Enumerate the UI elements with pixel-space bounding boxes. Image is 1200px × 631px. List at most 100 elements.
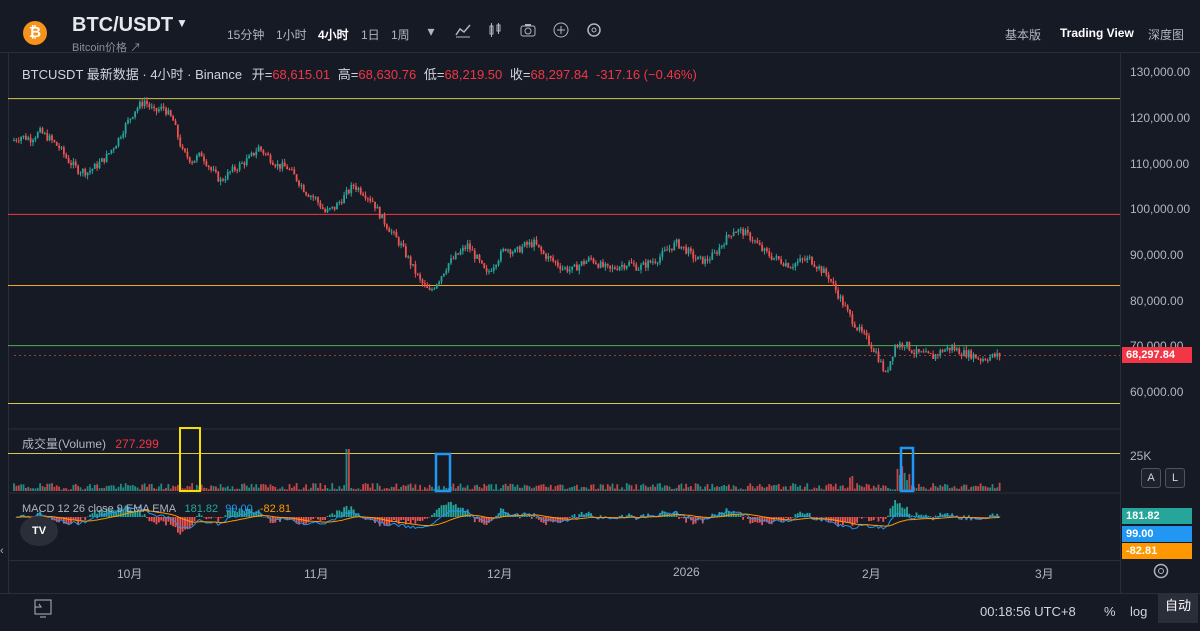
volume-bar (39, 483, 42, 491)
volume-bar (661, 487, 664, 491)
macd-histogram-bar (818, 517, 821, 518)
view-basic-link[interactable]: 基本版 (1005, 28, 1042, 42)
volume-bar (378, 485, 381, 491)
volume-bar (654, 486, 657, 491)
candle-body (882, 361, 885, 371)
replay-icon[interactable] (32, 597, 54, 624)
volume-bar (723, 484, 726, 491)
candle-body (136, 107, 139, 112)
macd-histogram-bar (504, 511, 507, 517)
macd-histogram-bar (844, 517, 847, 523)
timeframe-1h[interactable]: 1小时 (276, 28, 307, 42)
timeframe-4h[interactable]: 4小时 (318, 28, 349, 42)
candle-body (36, 132, 39, 138)
volume-bar (730, 489, 733, 491)
macd-histogram-bar (822, 516, 825, 518)
indicator-chart-icon[interactable] (454, 22, 472, 40)
tradingview-logo-icon[interactable]: TV (20, 516, 58, 546)
volume-bar (680, 483, 683, 491)
clock-timezone[interactable]: 00:18:56 UTC+8 (980, 604, 1076, 619)
volume-bar (540, 484, 543, 491)
settings-gear-icon[interactable] (585, 22, 603, 40)
macd-histogram-bar (922, 515, 925, 517)
collapse-arrow-icon[interactable]: ‹ (0, 545, 4, 557)
macd-histogram-bar (970, 517, 973, 521)
bitcoin-icon: ₿ (23, 21, 47, 45)
timeframe-15m[interactable]: 15分钟 (227, 28, 265, 42)
volume-bar (504, 483, 507, 491)
volume-bar (369, 487, 372, 491)
volume-bar (260, 484, 262, 491)
volume-bar (347, 449, 350, 491)
candle-body (663, 249, 666, 251)
candle-body (283, 162, 286, 167)
candle-body (290, 169, 293, 171)
volume-bar (300, 489, 303, 491)
candle-body (571, 266, 574, 270)
candle-body (929, 352, 932, 354)
macd-histogram-bar (915, 512, 918, 517)
log-scale-button[interactable]: L (1165, 468, 1185, 488)
auto-toggle[interactable]: 自动 (1158, 593, 1198, 623)
candle-body (198, 152, 201, 156)
volume-bar (110, 485, 113, 491)
view-depth-link[interactable]: 深度图 (1148, 28, 1185, 42)
volume-bar (934, 485, 937, 491)
add-icon[interactable] (552, 22, 570, 40)
auto-scale-button[interactable]: A (1141, 468, 1161, 488)
candle-body (647, 260, 650, 268)
volume-bar (822, 489, 825, 491)
symbol-subtitle-link[interactable]: Bitcoin价格 ↗ (72, 42, 142, 54)
axis-settings-gear-icon[interactable] (1152, 562, 1170, 585)
candle-body (454, 253, 457, 259)
volume-bar (782, 486, 785, 491)
volume-bar (739, 488, 742, 491)
macd-histogram-bar (336, 510, 338, 517)
volume-bar (15, 485, 18, 491)
time-axis[interactable] (8, 560, 1120, 593)
view-tradingview-link[interactable]: Trading View (1060, 26, 1134, 40)
macd-histogram-bar (338, 510, 341, 517)
top-toolbar (0, 0, 1200, 53)
candle-body (336, 203, 338, 210)
candle-body (692, 251, 695, 259)
volume-bar (663, 485, 666, 491)
volume-bar (210, 485, 213, 491)
volume-bar (927, 489, 930, 491)
candle-body (960, 354, 963, 357)
candle-body (887, 370, 889, 372)
macd-histogram-bar (552, 517, 555, 523)
symbol-title[interactable]: BTC/USDT (72, 14, 174, 36)
macd-histogram-bar (347, 510, 350, 517)
candle-body (440, 276, 443, 282)
volume-bar (279, 488, 281, 491)
candle-body (723, 244, 726, 246)
macd-histogram-bar (91, 513, 94, 517)
timeframe-1w[interactable]: 1周 (391, 28, 410, 42)
timeframe-1d[interactable]: 1日 (361, 28, 380, 42)
macd-histogram-bar (452, 505, 455, 517)
percent-toggle[interactable]: % (1104, 604, 1116, 619)
camera-icon[interactable] (519, 22, 537, 40)
volume-bar (267, 487, 270, 491)
volume-bar (445, 487, 448, 491)
volume-bar (597, 488, 600, 491)
volume-bar (366, 483, 369, 491)
log-toggle[interactable]: log (1130, 604, 1148, 619)
volume-bar (575, 484, 578, 491)
price-chart[interactable] (8, 53, 1120, 593)
candle-body (858, 326, 861, 331)
timeframe-dropdown-icon[interactable]: ▾ (427, 23, 435, 39)
volume-bar (552, 489, 555, 491)
price-tick: 80,000.00 (1130, 294, 1184, 308)
candle-body (115, 146, 118, 149)
price-axis[interactable] (1120, 53, 1200, 593)
candle-body (286, 166, 289, 170)
candle-body (526, 242, 528, 245)
symbol-dropdown-icon[interactable]: ▼ (176, 16, 188, 30)
candle-body (129, 118, 132, 120)
macd-histogram-bar (295, 517, 298, 524)
candle-body (279, 164, 281, 169)
volume-bar (604, 489, 607, 491)
candle-style-icon[interactable] (486, 22, 504, 40)
